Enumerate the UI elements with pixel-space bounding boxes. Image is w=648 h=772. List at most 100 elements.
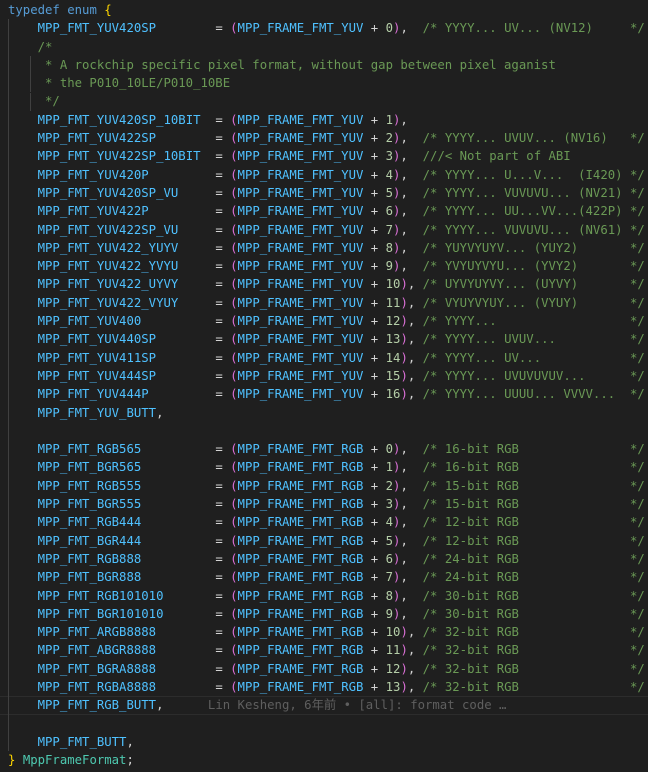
enum-member: MPP_FMT_YUV444SP: [37, 368, 157, 383]
comment: /* 30-bit RGB: [422, 588, 519, 603]
code-token: +: [363, 112, 386, 127]
code-token: [178, 241, 215, 255]
code-token: [408, 168, 423, 182]
number: 1: [385, 460, 394, 475]
paren: (: [230, 442, 238, 457]
code-token: [415, 387, 422, 401]
code-token: [156, 21, 215, 35]
code-line[interactable]: MPP_FMT_YUV422_YUYV = (MPP_FRAME_FMT_YUV…: [0, 239, 648, 257]
code-token: ,: [156, 698, 164, 713]
code-line[interactable]: MPP_FMT_YUV420SP_VU = (MPP_FRAME_FMT_YUV…: [0, 184, 648, 202]
code-line[interactable]: [0, 422, 648, 440]
code-token: [408, 534, 423, 548]
code-line[interactable]: MPP_FMT_RGB101010 = (MPP_FRAME_FMT_RGB +…: [0, 587, 648, 605]
code-line[interactable]: MPP_FMT_YUV422P = (MPP_FRAME_FMT_YUV + 6…: [0, 202, 648, 220]
code-line[interactable]: MPP_FMT_ARGB8888 = (MPP_FRAME_FMT_RGB + …: [0, 623, 648, 641]
code-token: [415, 314, 422, 328]
enum-member: MPP_FMT_BGR555: [37, 497, 142, 512]
comment: */: [629, 606, 645, 621]
comment: /* 15-bit RGB: [422, 478, 519, 493]
code-line[interactable]: MPP_FMT_YUV444SP = (MPP_FRAME_FMT_YUV + …: [0, 367, 648, 385]
code-token: =: [215, 533, 231, 548]
code-line[interactable]: MPP_FMT_BGR444 = (MPP_FRAME_FMT_RGB + 5)…: [0, 532, 648, 550]
comment: /* UYVYUYVY... (UYVY): [422, 277, 579, 292]
code-line[interactable]: MPP_FMT_ABGR8888 = (MPP_FRAME_FMT_RGB + …: [0, 641, 648, 659]
code-line[interactable]: MPP_FMT_RGB444 = (MPP_FRAME_FMT_RGB + 4)…: [0, 513, 648, 531]
paren: ): [400, 387, 408, 402]
number: 3: [385, 149, 394, 164]
code-line[interactable]: MPP_FMT_BGR101010 = (MPP_FRAME_FMT_RGB +…: [0, 605, 648, 623]
paren: (: [230, 661, 238, 676]
comment: */: [629, 551, 645, 566]
code-line[interactable]: MPP_FMT_RGB555 = (MPP_FRAME_FMT_RGB + 2)…: [0, 477, 648, 495]
code-line[interactable]: MPP_FMT_YUV420SP = (MPP_FRAME_FMT_YUV + …: [0, 19, 648, 37]
code-line[interactable]: MPP_FMT_YUV422_VYUY = (MPP_FRAME_FMT_YUV…: [0, 294, 648, 312]
code-line[interactable]: MPP_FMT_YUV444P = (MPP_FRAME_FMT_YUV + 1…: [0, 385, 648, 403]
paren: (: [230, 533, 238, 548]
enum-member: MPP_FMT_RGB888: [37, 551, 142, 566]
comment: /*: [8, 39, 53, 54]
code-token: [415, 680, 422, 694]
code-token: =: [215, 222, 231, 237]
code-token: [178, 223, 215, 237]
comment: */: [629, 368, 645, 383]
code-token: =: [215, 332, 231, 347]
paren: ): [400, 277, 408, 292]
number: 10: [385, 625, 401, 640]
code-token: +: [363, 204, 386, 219]
comment: */: [629, 387, 645, 402]
code-token: [201, 113, 216, 127]
code-line[interactable]: } MppFrameFormat;: [0, 751, 648, 769]
enum-member: MPP_FRAME_FMT_RGB: [237, 442, 364, 457]
code-line[interactable]: MPP_FMT_YUV422SP_10BIT = (MPP_FRAME_FMT_…: [0, 147, 648, 165]
number: 9: [385, 259, 394, 274]
code-line[interactable]: MPP_FMT_RGB_BUTT, Lin Kesheng, 6年前 • [al…: [0, 696, 648, 715]
code-line[interactable]: * the P010_10LE/P010_10BE: [0, 74, 648, 92]
code-line[interactable]: MPP_FMT_YUV_BUTT,: [0, 404, 648, 422]
code-line[interactable]: */: [0, 92, 648, 110]
comment: */: [629, 314, 645, 329]
number: 2: [385, 131, 394, 146]
paren: (: [230, 204, 238, 219]
code-token: [149, 204, 216, 218]
code-line[interactable]: MPP_FMT_BGR555 = (MPP_FRAME_FMT_RGB + 3)…: [0, 495, 648, 513]
code-line[interactable]: MPP_FMT_YUV422_UYVY = (MPP_FRAME_FMT_YUV…: [0, 275, 648, 293]
code-line[interactable]: /*: [0, 38, 648, 56]
enum-member: MPP_FRAME_FMT_YUV: [237, 149, 364, 164]
code-line[interactable]: MPP_FMT_YUV422SP_VU = (MPP_FRAME_FMT_YUV…: [0, 221, 648, 239]
keyword: typedef: [8, 3, 60, 17]
comment: /* 24-bit RGB: [422, 551, 519, 566]
code-line[interactable]: MPP_FMT_BGR565 = (MPP_FRAME_FMT_RGB + 1)…: [0, 458, 648, 476]
comment: */: [629, 661, 645, 676]
code-token: =: [215, 112, 231, 127]
code-token: =: [215, 478, 231, 493]
code-line[interactable]: MPP_FMT_BGR888 = (MPP_FRAME_FMT_RGB + 7)…: [0, 568, 648, 586]
code-line[interactable]: MPP_FMT_RGB888 = (MPP_FRAME_FMT_RGB + 6)…: [0, 550, 648, 568]
code-line[interactable]: MPP_FMT_YUV422_YVYU = (MPP_FRAME_FMT_YUV…: [0, 257, 648, 275]
code-line[interactable]: * A rockchip specific pixel format, with…: [0, 56, 648, 74]
code-token: [8, 406, 38, 420]
comment: */: [629, 460, 645, 475]
code-line[interactable]: typedef enum {: [0, 1, 648, 19]
code-line[interactable]: MPP_FMT_BGRA8888 = (MPP_FRAME_FMT_RGB + …: [0, 660, 648, 678]
code-line[interactable]: MPP_FMT_RGBA8888 = (MPP_FRAME_FMT_RGB + …: [0, 678, 648, 696]
code-line[interactable]: MPP_FMT_YUV420P = (MPP_FRAME_FMT_YUV + 4…: [0, 166, 648, 184]
code-token: [8, 241, 38, 255]
code-token: +: [363, 387, 386, 402]
code-token: [163, 589, 215, 603]
code-line[interactable]: MPP_FMT_YUV422SP = (MPP_FRAME_FMT_YUV + …: [0, 129, 648, 147]
code-token: [8, 351, 38, 365]
code-token: [408, 497, 423, 511]
code-line[interactable]: [0, 715, 648, 733]
code-token: =: [215, 606, 231, 621]
code-line[interactable]: MPP_FMT_RGB565 = (MPP_FRAME_FMT_RGB + 0)…: [0, 440, 648, 458]
code-line[interactable]: MPP_FMT_YUV411SP = (MPP_FRAME_FMT_YUV + …: [0, 349, 648, 367]
code-line[interactable]: MPP_FMT_YUV420SP_10BIT = (MPP_FRAME_FMT_…: [0, 111, 648, 129]
code-line[interactable]: MPP_FMT_YUV440SP = (MPP_FRAME_FMT_YUV + …: [0, 330, 648, 348]
brace: {: [104, 3, 112, 17]
number: 2: [385, 478, 394, 493]
paren: ): [393, 204, 401, 219]
code-line[interactable]: MPP_FMT_BUTT,: [0, 733, 648, 751]
code-line[interactable]: MPP_FMT_YUV400 = (MPP_FRAME_FMT_YUV + 12…: [0, 312, 648, 330]
